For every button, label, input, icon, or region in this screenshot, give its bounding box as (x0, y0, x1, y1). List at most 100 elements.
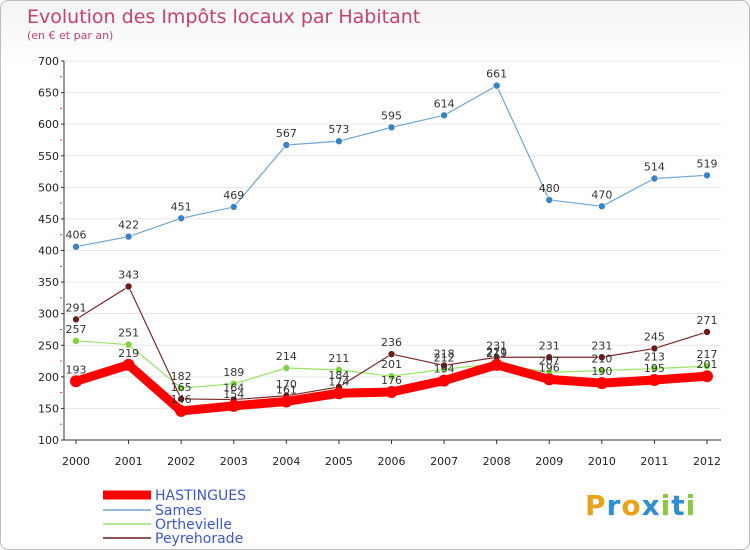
data-label-sames: 661 (486, 68, 507, 81)
y-tick-label: 200 (38, 371, 59, 384)
data-point-sames (124, 232, 133, 241)
logo-letter: x (641, 489, 661, 522)
y-tick-label: 450 (38, 213, 59, 226)
x-tick-label: 2000 (62, 455, 90, 468)
data-point-sames (598, 202, 606, 211)
data-point-hastingues (543, 373, 556, 386)
data-label-sames: 470 (591, 188, 612, 201)
data-point-sames (72, 242, 80, 251)
data-label-orthevielle: 201 (381, 358, 402, 371)
logo-letter: P (585, 489, 607, 522)
data-point-peyrehorade (177, 395, 185, 403)
data-label-orthevielle: 210 (591, 353, 612, 366)
x-tick-label: 2004 (272, 455, 300, 468)
data-point-peyrehorade (545, 353, 554, 362)
data-label-peyrehorade: 164 (223, 382, 244, 395)
data-point-orthevielle (124, 340, 133, 349)
x-tick-label: 2005 (325, 455, 353, 468)
data-label-hastingues: 196 (539, 361, 560, 374)
data-point-sames (177, 214, 185, 223)
data-point-sames (650, 174, 659, 183)
x-tick-label: 2008 (483, 455, 511, 468)
chart-title: Evolution des Impôts locaux par Habitant (27, 6, 421, 28)
legend-label-peyrehorade: Peyrehorade (155, 531, 243, 547)
data-label-peyrehorade: 218 (434, 347, 455, 360)
data-label-hastingues: 190 (591, 365, 612, 378)
data-label-orthevielle: 221 (486, 346, 507, 359)
data-point-orthevielle (177, 384, 185, 393)
data-label-sames: 519 (697, 157, 718, 170)
data-point-peyrehorade (598, 353, 606, 362)
x-tick-label: 2010 (588, 455, 616, 468)
x-tick-label: 2002 (167, 455, 195, 468)
data-label-sames: 573 (328, 123, 349, 136)
data-label-sames: 469 (223, 189, 244, 202)
data-label-peyrehorade: 165 (171, 381, 192, 394)
y-tick-label: 350 (38, 276, 59, 289)
data-point-orthevielle (229, 379, 238, 388)
data-label-peyrehorade: 231 (486, 339, 507, 352)
data-label-hastingues: 219 (118, 347, 139, 360)
data-label-orthevielle: 189 (223, 366, 244, 379)
data-label-hastingues: 174 (328, 375, 349, 388)
y-tick-label: 400 (38, 245, 59, 258)
y-tick-label: 650 (38, 87, 59, 100)
data-label-sames: 451 (171, 200, 192, 213)
x-tick-label: 2009 (535, 455, 563, 468)
data-label-peyrehorade: 184 (328, 369, 349, 382)
data-label-peyrehorade: 236 (381, 336, 402, 349)
data-label-orthevielle: 212 (434, 351, 455, 364)
x-tick-label: 2007 (430, 455, 458, 468)
logo-letter: t (671, 489, 686, 522)
y-tick-label: 300 (38, 308, 59, 321)
legend-label-hastingues: HASTINGUES (155, 488, 246, 504)
data-point-peyrehorade (387, 350, 396, 358)
data-label-sames: 480 (539, 182, 560, 195)
data-label-sames: 595 (381, 109, 402, 122)
data-label-hastingues: 201 (697, 358, 718, 371)
data-point-hastingues (70, 375, 82, 388)
data-point-sames (440, 111, 448, 120)
data-label-orthevielle: 251 (118, 327, 139, 340)
data-point-peyrehorade (703, 328, 711, 336)
data-label-peyrehorade: 291 (66, 301, 87, 314)
data-point-orthevielle (598, 366, 606, 375)
data-point-hastingues (438, 374, 451, 387)
data-label-peyrehorade: 271 (697, 314, 718, 327)
data-label-peyrehorade: 343 (118, 269, 139, 282)
data-point-hastingues (701, 370, 713, 383)
x-tick-label: 2006 (378, 455, 406, 468)
data-point-orthevielle (282, 364, 291, 372)
data-point-hastingues (595, 377, 608, 390)
data-label-orthevielle: 217 (697, 348, 718, 361)
data-label-sames: 614 (434, 97, 455, 110)
logo-letter: r (606, 489, 622, 522)
data-label-peyrehorade: 231 (539, 339, 560, 352)
data-point-sames (282, 141, 291, 149)
data-label-peyrehorade: 231 (591, 339, 612, 352)
logo-letter: i (685, 489, 697, 522)
data-label-sames: 422 (118, 219, 139, 232)
data-label-hastingues: 193 (66, 363, 87, 376)
y-tick-label: 100 (38, 434, 59, 447)
data-point-hastingues (122, 358, 135, 371)
x-tick-label: 2003 (220, 455, 248, 468)
data-label-orthevielle: 211 (328, 352, 349, 365)
data-point-peyrehorade (650, 344, 659, 353)
data-label-hastingues: 161 (276, 383, 297, 396)
data-label-sames: 514 (644, 160, 665, 173)
data-label-hastingues: 146 (171, 393, 192, 406)
data-point-orthevielle (703, 362, 711, 370)
data-label-hastingues: 176 (381, 374, 402, 387)
data-point-sames (335, 137, 343, 146)
x-tick-label: 2012 (693, 455, 721, 468)
data-label-orthevielle: 214 (276, 350, 297, 363)
data-point-sames (703, 171, 711, 180)
data-label-peyrehorade: 170 (276, 378, 297, 391)
y-tick-label: 500 (38, 181, 59, 194)
data-label-hastingues: 195 (644, 362, 665, 375)
proxiti-logo: Proxiti (585, 489, 696, 522)
data-label-peyrehorade: 245 (644, 330, 665, 343)
data-label-hastingues: 219 (486, 347, 507, 360)
